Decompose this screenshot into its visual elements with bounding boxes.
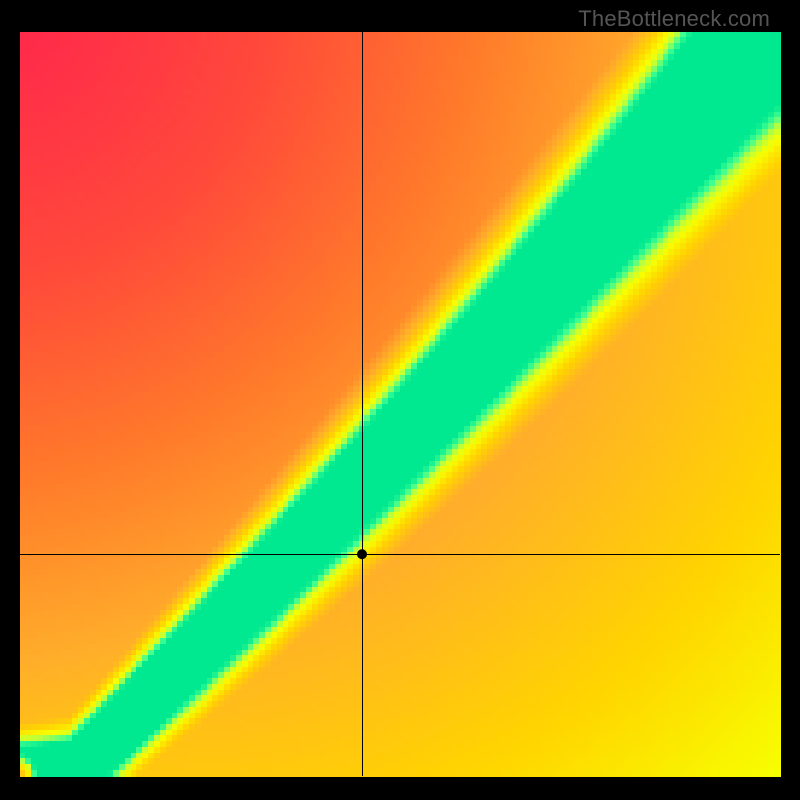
bottleneck-heatmap — [0, 0, 800, 800]
chart-container: TheBottleneck.com — [0, 0, 800, 800]
watermark-text: TheBottleneck.com — [578, 6, 770, 32]
